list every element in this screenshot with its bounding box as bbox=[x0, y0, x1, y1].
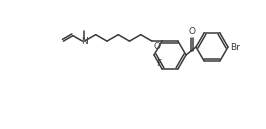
Text: O: O bbox=[154, 42, 161, 51]
Text: F: F bbox=[156, 59, 161, 68]
Text: Br: Br bbox=[230, 42, 240, 51]
Text: N: N bbox=[81, 37, 88, 46]
Text: O: O bbox=[188, 27, 196, 36]
